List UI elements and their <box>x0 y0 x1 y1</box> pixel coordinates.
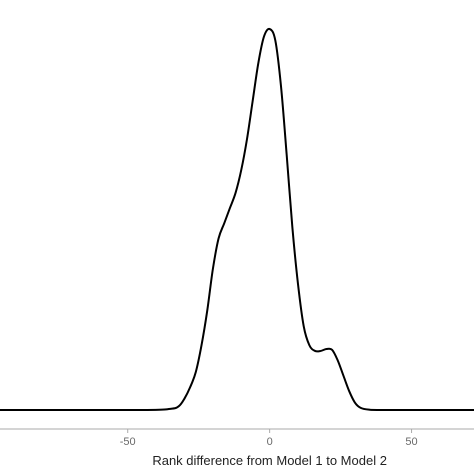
x-axis-title: Rank difference from Model 1 to Model 2 <box>152 453 387 468</box>
density-curve <box>0 27 474 412</box>
x-tick-label: 50 <box>405 436 417 448</box>
x-ticks: -50 0 50 <box>120 429 418 448</box>
x-tick-label: 0 <box>267 436 273 448</box>
x-tick-label: -50 <box>120 436 136 448</box>
